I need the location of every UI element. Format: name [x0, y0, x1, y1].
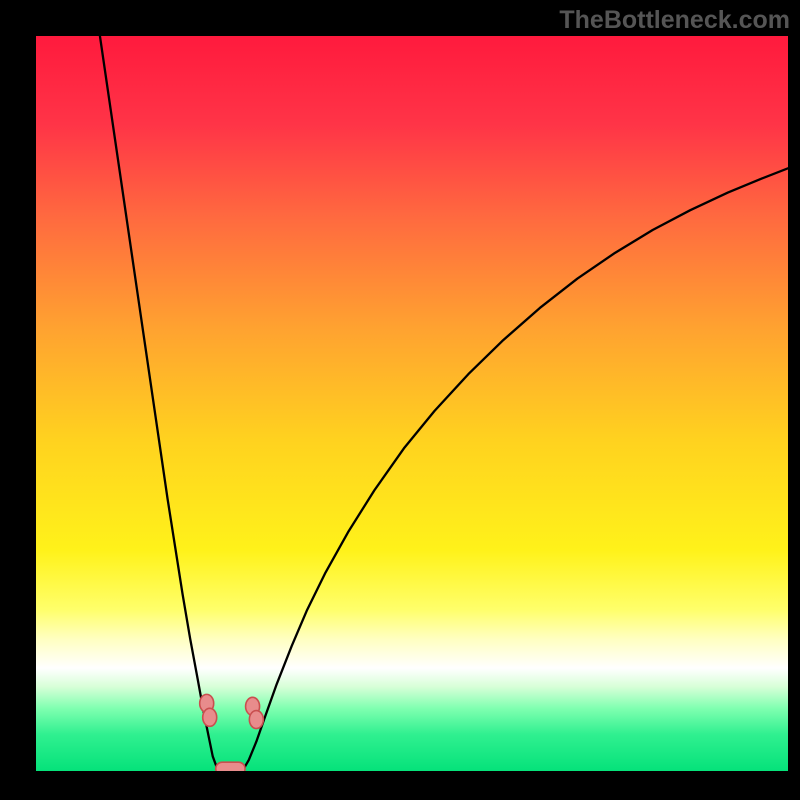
- curve-right: [243, 168, 788, 770]
- marker-blob-b: [203, 708, 217, 726]
- chart-plot-area: [36, 36, 788, 771]
- curve-left: [100, 36, 220, 770]
- watermark-text: TheBottleneck.com: [559, 6, 790, 35]
- marker-flat: [216, 762, 245, 771]
- marker-blob-b: [249, 711, 263, 729]
- chart-overlay-svg: [36, 36, 788, 771]
